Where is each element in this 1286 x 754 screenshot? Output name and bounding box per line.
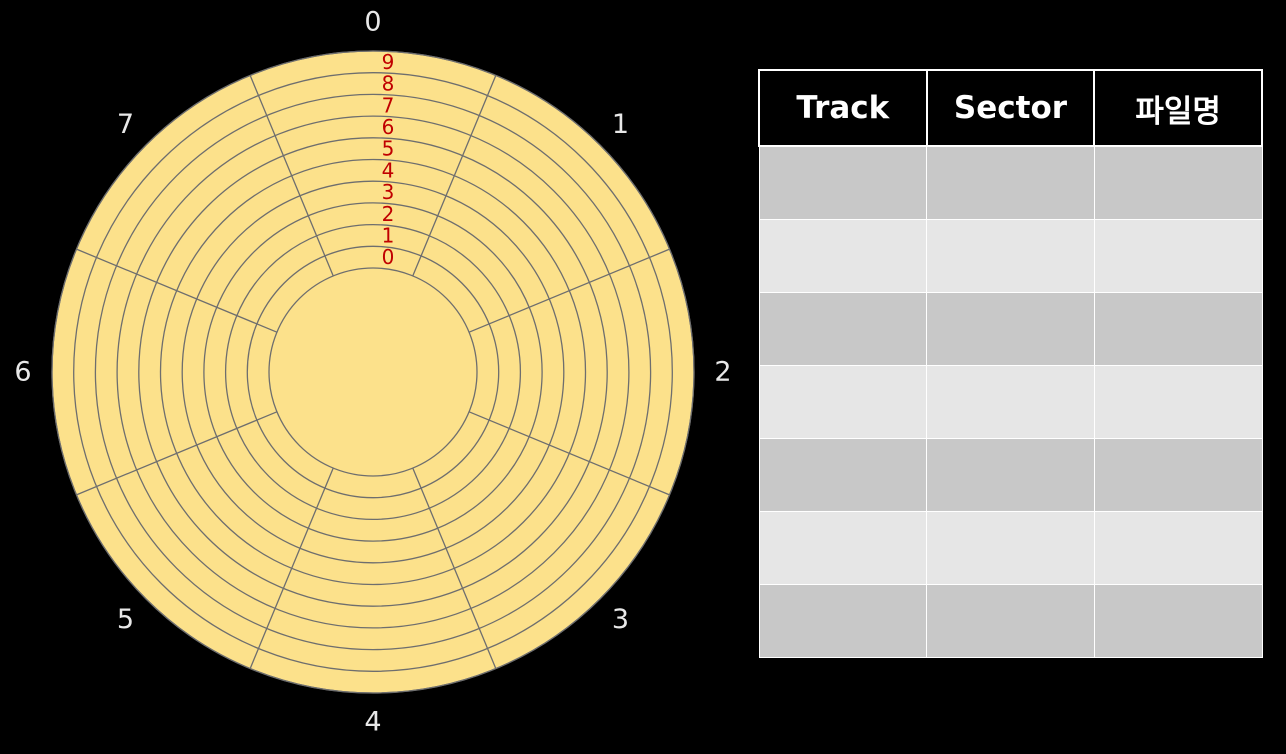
- table-row: [758, 145, 1263, 220]
- cell-filename: [1093, 584, 1263, 658]
- track-ring: [203, 202, 543, 542]
- cell-track: [758, 365, 928, 439]
- track-ring: [181, 180, 565, 564]
- track-ring: [94, 93, 652, 651]
- cell-sector: [926, 438, 1095, 512]
- file-table-container: Track Sector 파일명: [758, 69, 1263, 658]
- track-label-6: 6: [382, 115, 395, 139]
- track-ring: [73, 72, 673, 672]
- cell-filename: [1093, 511, 1263, 585]
- sector-divider: [76, 248, 278, 333]
- track-label-3: 3: [382, 180, 395, 204]
- cell-track: [758, 438, 928, 512]
- cell-sector: [926, 292, 1095, 366]
- table-row: [758, 438, 1263, 512]
- track-ring: [246, 245, 500, 499]
- track-label-8: 8: [382, 72, 395, 96]
- sector-divider: [76, 411, 278, 496]
- file-table: Track Sector 파일명: [758, 69, 1263, 658]
- cell-track: [758, 511, 928, 585]
- table-row: [758, 365, 1263, 439]
- header-filename: 파일명: [1093, 69, 1263, 147]
- sector-label-2: 2: [714, 357, 731, 388]
- table-row: [758, 292, 1263, 366]
- track-label-2: 2: [382, 202, 395, 226]
- sector-divider: [412, 75, 497, 277]
- table-row: [758, 511, 1263, 585]
- cell-sector: [926, 584, 1095, 658]
- table-row: [758, 219, 1263, 293]
- header-sector: Sector: [925, 69, 1096, 147]
- cell-track: [758, 145, 928, 220]
- track-label-9: 9: [382, 50, 395, 74]
- sector-divider: [412, 467, 497, 669]
- cell-sector: [926, 219, 1095, 293]
- sector-divider: [249, 467, 334, 669]
- cell-sector: [926, 511, 1095, 585]
- disk-platter: [51, 50, 695, 694]
- cell-sector: [926, 145, 1095, 220]
- track-label-7: 7: [382, 93, 395, 117]
- cell-filename: [1093, 438, 1263, 512]
- track-label-5: 5: [382, 137, 395, 161]
- cell-filename: [1093, 219, 1263, 293]
- track-ring: [159, 158, 587, 586]
- sector-label-1: 1: [612, 109, 629, 140]
- track-label-0: 0: [382, 245, 395, 269]
- track-ring: [116, 115, 630, 629]
- disk-platter-group: [51, 50, 695, 694]
- sector-label-0: 0: [364, 7, 381, 38]
- track-ring: [268, 267, 478, 477]
- cell-sector: [926, 365, 1095, 439]
- sector-divider: [249, 75, 334, 277]
- sector-label-7: 7: [117, 109, 134, 140]
- table-row: [758, 584, 1263, 658]
- header-track: Track: [758, 69, 928, 147]
- table-header-row: Track Sector 파일명: [758, 69, 1263, 147]
- sector-label-3: 3: [612, 604, 629, 635]
- sector-divider: [468, 248, 670, 333]
- cell-track: [758, 292, 928, 366]
- sector-label-6: 6: [14, 357, 31, 388]
- cell-track: [758, 219, 928, 293]
- cell-filename: [1093, 365, 1263, 439]
- sector-divider: [468, 411, 670, 496]
- track-ring: [224, 223, 522, 521]
- cell-filename: [1093, 145, 1263, 220]
- track-label-4: 4: [382, 158, 395, 182]
- track-ring: [138, 137, 608, 607]
- track-ring: [51, 50, 695, 694]
- track-label-1: 1: [382, 223, 395, 247]
- sector-label-5: 5: [117, 604, 134, 635]
- cell-track: [758, 584, 928, 658]
- cell-filename: [1093, 292, 1263, 366]
- sector-label-4: 4: [364, 707, 381, 738]
